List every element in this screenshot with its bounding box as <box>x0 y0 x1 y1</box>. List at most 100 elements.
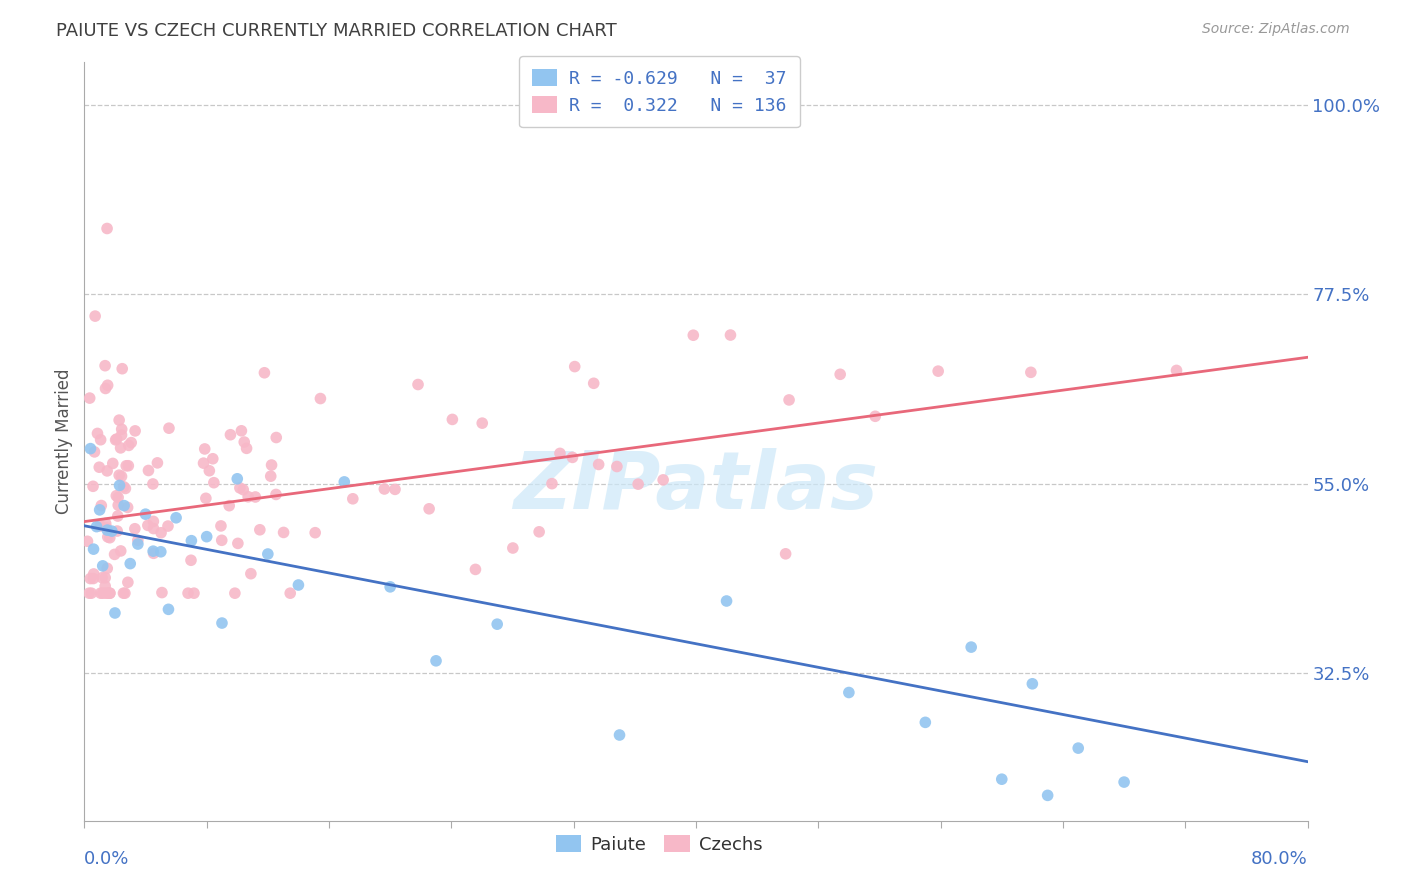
Point <box>720 328 742 343</box>
Point <box>117 575 139 590</box>
Point <box>471 416 494 430</box>
Point <box>226 536 249 550</box>
Y-axis label: Currently Married: Currently Married <box>55 368 73 515</box>
Point <box>135 507 157 521</box>
Text: 0.0%: 0.0% <box>84 850 129 868</box>
Point <box>384 483 406 497</box>
Point <box>775 547 797 561</box>
Point <box>927 364 949 378</box>
Point <box>77 586 100 600</box>
Text: Source: ZipAtlas.com: Source: ZipAtlas.com <box>1202 22 1350 37</box>
Point <box>218 499 240 513</box>
Point <box>111 422 134 436</box>
Point <box>96 221 118 235</box>
Point <box>98 586 121 600</box>
Point <box>94 586 117 600</box>
Point <box>201 451 224 466</box>
Point <box>115 458 138 473</box>
Point <box>98 531 121 545</box>
Point <box>142 546 165 560</box>
Point <box>120 435 142 450</box>
Point <box>157 421 180 435</box>
Point <box>778 392 800 407</box>
Point <box>682 328 704 343</box>
Point <box>146 456 169 470</box>
Point <box>177 586 200 600</box>
Point <box>202 475 225 490</box>
Point <box>108 413 131 427</box>
Point <box>83 566 105 581</box>
Point <box>110 469 132 483</box>
Point <box>96 464 118 478</box>
Point <box>105 524 128 538</box>
Point <box>418 501 440 516</box>
Point <box>1036 789 1059 803</box>
Point <box>548 446 571 460</box>
Point <box>652 473 675 487</box>
Point <box>82 479 104 493</box>
Point <box>124 424 146 438</box>
Point <box>425 654 447 668</box>
Point <box>104 606 127 620</box>
Point <box>502 541 524 555</box>
Point <box>914 715 936 730</box>
Point <box>84 309 107 323</box>
Point <box>127 533 149 548</box>
Point <box>249 523 271 537</box>
Point <box>264 487 287 501</box>
Point <box>235 442 257 456</box>
Point <box>83 542 105 557</box>
Point <box>716 594 738 608</box>
Point <box>90 586 112 600</box>
Point <box>541 476 564 491</box>
Point <box>108 468 131 483</box>
Point <box>157 602 180 616</box>
Point <box>124 522 146 536</box>
Point <box>110 544 132 558</box>
Point <box>91 586 114 600</box>
Point <box>224 586 246 600</box>
Point <box>380 580 402 594</box>
Point <box>838 685 860 699</box>
Point <box>112 480 135 494</box>
Point <box>588 458 610 472</box>
Point <box>278 586 301 600</box>
Point <box>76 534 98 549</box>
Point <box>264 430 287 444</box>
Point <box>304 525 326 540</box>
Point <box>96 561 118 575</box>
Text: ZIPatlas: ZIPatlas <box>513 448 879 526</box>
Point <box>79 391 101 405</box>
Point <box>333 475 356 489</box>
Point <box>606 459 628 474</box>
Point <box>112 586 135 600</box>
Point <box>441 412 464 426</box>
Point <box>527 524 550 539</box>
Point <box>105 489 128 503</box>
Point <box>194 442 217 456</box>
Point <box>156 519 179 533</box>
Point <box>464 562 486 576</box>
Point <box>232 483 254 497</box>
Point <box>110 441 132 455</box>
Point <box>582 376 605 391</box>
Point <box>101 457 124 471</box>
Point <box>564 359 586 374</box>
Point <box>97 530 120 544</box>
Point <box>98 586 121 600</box>
Point <box>97 586 120 600</box>
Point <box>94 359 117 373</box>
Point <box>406 377 429 392</box>
Point <box>142 544 165 558</box>
Point <box>117 500 139 515</box>
Point <box>239 566 262 581</box>
Point <box>96 521 118 535</box>
Point <box>142 477 165 491</box>
Point <box>108 478 131 492</box>
Point <box>82 572 104 586</box>
Point <box>83 445 105 459</box>
Point <box>830 368 852 382</box>
Point <box>107 498 129 512</box>
Point <box>260 469 283 483</box>
Point <box>101 524 124 538</box>
